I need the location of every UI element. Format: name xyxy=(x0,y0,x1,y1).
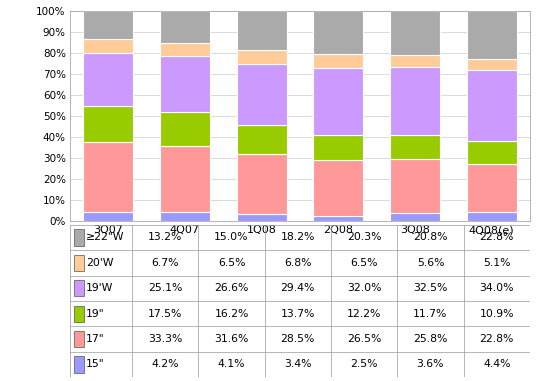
Text: 17": 17" xyxy=(86,334,105,344)
Text: 5.1%: 5.1% xyxy=(483,258,511,268)
Text: 17.5%: 17.5% xyxy=(148,309,182,319)
Text: 13.7%: 13.7% xyxy=(281,309,315,319)
Bar xyxy=(74,229,84,246)
Text: 6.5%: 6.5% xyxy=(218,258,245,268)
Bar xyxy=(74,255,84,271)
Bar xyxy=(74,331,84,347)
Bar xyxy=(390,11,440,55)
Bar xyxy=(390,159,440,213)
Bar xyxy=(160,212,210,221)
Bar xyxy=(160,112,210,146)
Bar xyxy=(390,55,440,67)
Text: ≥22"W: ≥22"W xyxy=(86,232,124,242)
Text: 26.5%: 26.5% xyxy=(347,334,381,344)
Text: 4.1%: 4.1% xyxy=(218,360,245,370)
Bar xyxy=(313,160,363,216)
Bar xyxy=(160,43,210,56)
Text: 11.7%: 11.7% xyxy=(413,309,448,319)
Text: 19": 19" xyxy=(86,309,105,319)
Text: 20'W: 20'W xyxy=(86,258,114,268)
Bar xyxy=(74,280,84,296)
Bar xyxy=(313,67,363,134)
Bar xyxy=(83,39,133,53)
Text: 15": 15" xyxy=(86,360,105,370)
Bar xyxy=(83,106,133,142)
Bar xyxy=(313,134,363,160)
Text: 3.6%: 3.6% xyxy=(417,360,444,370)
Text: 10.9%: 10.9% xyxy=(479,309,514,319)
Bar xyxy=(390,213,440,221)
Text: 16.2%: 16.2% xyxy=(214,309,249,319)
Bar xyxy=(466,164,516,212)
Bar xyxy=(313,11,363,54)
Bar xyxy=(313,54,363,67)
Bar xyxy=(466,212,516,221)
Bar xyxy=(83,142,133,212)
Text: 26.6%: 26.6% xyxy=(214,283,249,293)
Text: 5.6%: 5.6% xyxy=(417,258,444,268)
Text: 31.6%: 31.6% xyxy=(214,334,249,344)
Bar xyxy=(83,53,133,106)
Text: 28.5%: 28.5% xyxy=(281,334,315,344)
Bar xyxy=(237,11,287,50)
Text: 20.8%: 20.8% xyxy=(413,232,448,242)
Text: 3.4%: 3.4% xyxy=(284,360,312,370)
Bar xyxy=(466,11,516,59)
Text: 20.3%: 20.3% xyxy=(347,232,381,242)
Text: 4.4%: 4.4% xyxy=(483,360,511,370)
Bar xyxy=(237,50,287,64)
Bar xyxy=(390,67,440,135)
Bar xyxy=(390,135,440,159)
Text: 32.5%: 32.5% xyxy=(413,283,448,293)
Text: 4.2%: 4.2% xyxy=(151,360,179,370)
Bar xyxy=(74,306,84,322)
Text: 6.5%: 6.5% xyxy=(350,258,378,268)
Bar xyxy=(74,356,84,373)
Bar xyxy=(160,146,210,212)
Text: 15.0%: 15.0% xyxy=(214,232,249,242)
Bar xyxy=(466,59,516,70)
Text: 29.4%: 29.4% xyxy=(281,283,315,293)
Bar xyxy=(237,214,287,221)
Bar xyxy=(237,154,287,214)
Bar xyxy=(83,11,133,39)
Bar xyxy=(160,11,210,43)
Text: 34.0%: 34.0% xyxy=(479,283,514,293)
Text: 13.2%: 13.2% xyxy=(148,232,182,242)
Bar xyxy=(237,125,287,154)
Text: 22.8%: 22.8% xyxy=(479,232,514,242)
Text: 25.1%: 25.1% xyxy=(148,283,182,293)
Text: 2.5%: 2.5% xyxy=(350,360,378,370)
Bar xyxy=(83,212,133,221)
Text: 6.7%: 6.7% xyxy=(151,258,179,268)
Text: 32.0%: 32.0% xyxy=(347,283,381,293)
Bar xyxy=(237,64,287,125)
Text: 22.8%: 22.8% xyxy=(479,334,514,344)
Text: 12.2%: 12.2% xyxy=(347,309,381,319)
Text: 6.8%: 6.8% xyxy=(284,258,312,268)
Text: 19'W: 19'W xyxy=(86,283,114,293)
Bar xyxy=(466,70,516,141)
Bar xyxy=(466,141,516,164)
Bar xyxy=(160,56,210,112)
Text: 25.8%: 25.8% xyxy=(413,334,448,344)
Text: 33.3%: 33.3% xyxy=(148,334,182,344)
Bar xyxy=(313,216,363,221)
Text: 18.2%: 18.2% xyxy=(281,232,315,242)
